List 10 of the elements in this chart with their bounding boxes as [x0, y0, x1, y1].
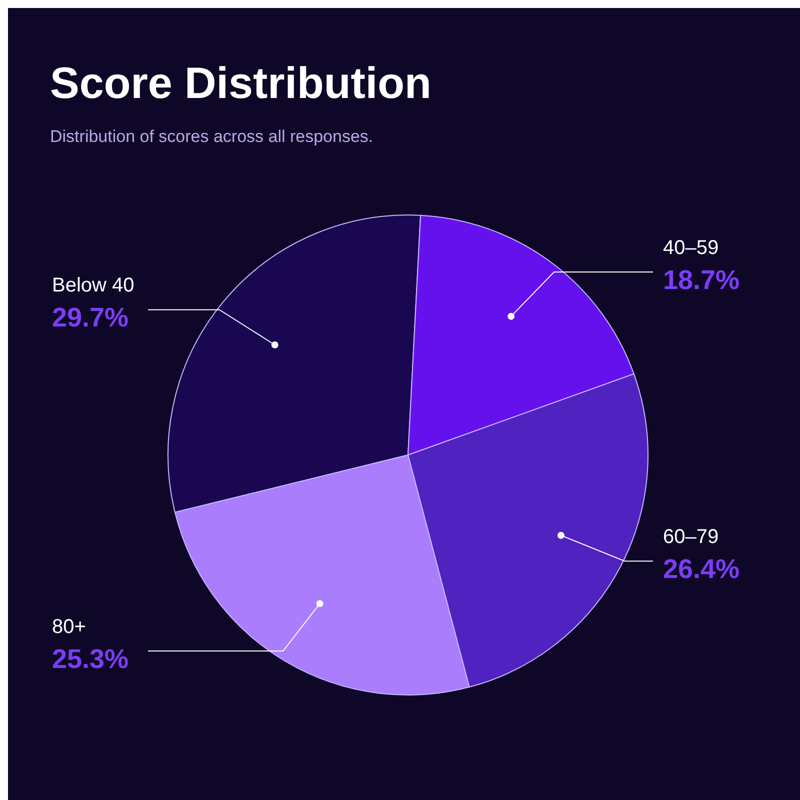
data-label: 29.7%	[52, 302, 129, 333]
slice-label: 40–59	[663, 237, 719, 260]
slice-label: 80+	[52, 616, 86, 638]
data-label: 26.4%	[663, 554, 740, 584]
chart-subtitle: Distribution of scores across all responses.	[50, 127, 374, 146]
data-label: 18.7%	[663, 265, 740, 296]
data-label: 25.3%	[52, 644, 129, 674]
chart-title: Score Distribution	[50, 59, 432, 108]
slice-label: Below 40	[52, 274, 134, 297]
slice-label: 60–79	[663, 526, 719, 548]
